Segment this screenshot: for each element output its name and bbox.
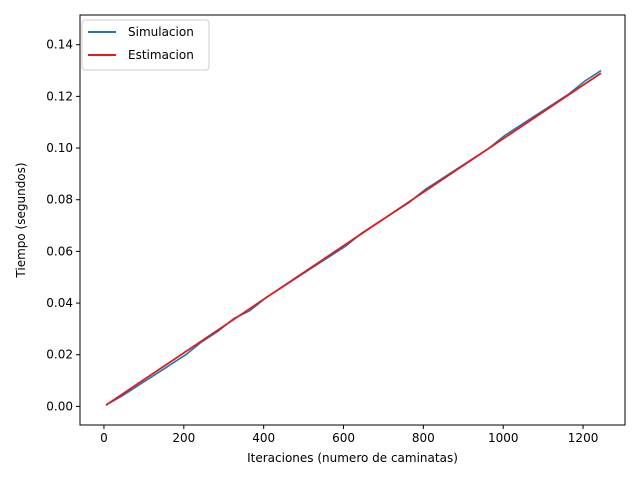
- legend-label-estimacion: Estimacion: [128, 48, 194, 62]
- x-tick-label: 600: [332, 431, 355, 445]
- y-tick-label: 0.14: [46, 38, 73, 52]
- legend: Simulacion Estimacion: [81, 19, 210, 71]
- x-tick-label: 400: [252, 431, 275, 445]
- y-tick-label: 0.04: [46, 296, 73, 310]
- x-axis: 0 200 400 600 800 1000 1200: [100, 425, 598, 445]
- estimacion-series-line: [105, 72, 602, 406]
- y-axis: 0.00 0.02 0.04 0.06 0.08 0.10 0.12 0.14: [46, 38, 80, 413]
- y-tick-label: 0.12: [46, 89, 73, 103]
- x-axis-label: Iteraciones (numero de caminatas): [247, 451, 458, 465]
- y-tick-label: 0.02: [46, 348, 73, 362]
- x-tick-label: 800: [412, 431, 435, 445]
- x-tick-label: 0: [100, 431, 108, 445]
- plot-area: [105, 69, 602, 406]
- x-tick-label: 200: [172, 431, 195, 445]
- y-tick-label: 0.00: [46, 399, 73, 413]
- axes-frame: [79, 14, 626, 426]
- y-tick-label: 0.06: [46, 244, 73, 258]
- y-tick-label: 0.08: [46, 193, 73, 207]
- y-axis-label: Tiempo (segundos): [14, 162, 28, 278]
- x-tick-label: 1200: [568, 431, 599, 445]
- y-tick-label: 0.10: [46, 141, 73, 155]
- x-tick-label: 1000: [488, 431, 519, 445]
- legend-label-simulacion: Simulacion: [128, 25, 194, 39]
